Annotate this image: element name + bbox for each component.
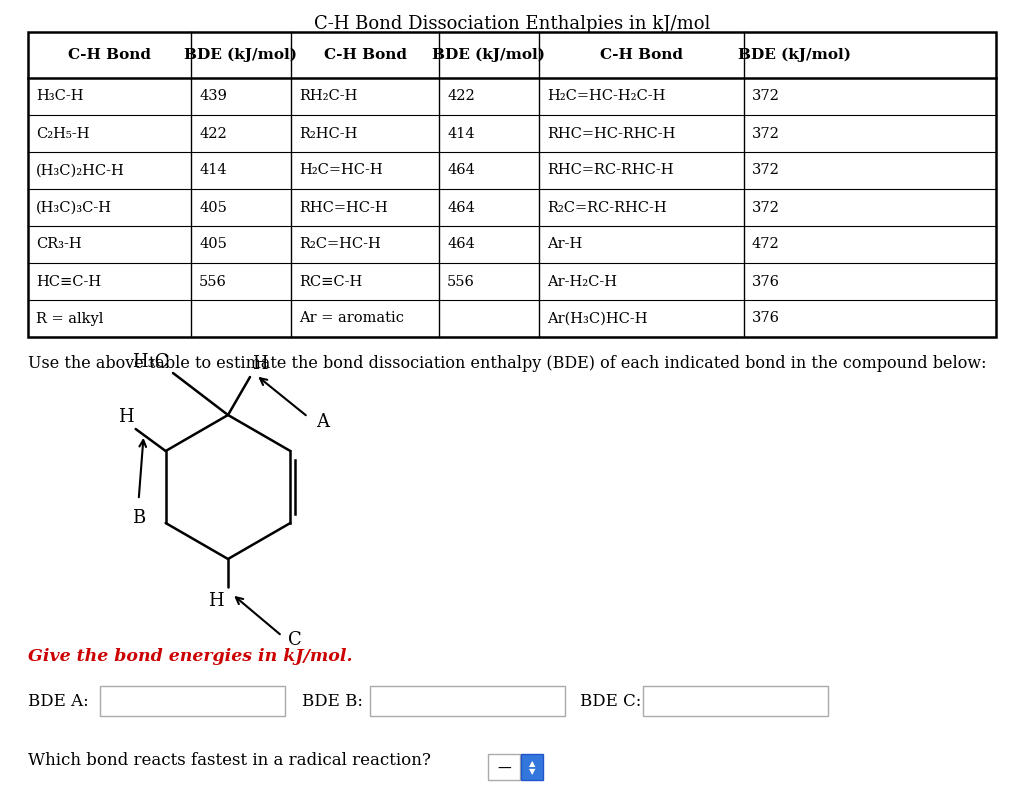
- Text: C₂H₅-H: C₂H₅-H: [36, 126, 89, 140]
- Bar: [643, 686, 828, 716]
- Text: 464: 464: [447, 237, 475, 251]
- Text: RHC=RC-RHC-H: RHC=RC-RHC-H: [547, 164, 674, 177]
- Text: 464: 464: [447, 164, 475, 177]
- Text: 439: 439: [199, 89, 227, 104]
- Text: Give the bond energies in kJ/mol.: Give the bond energies in kJ/mol.: [28, 648, 352, 665]
- Text: Ar = aromatic: Ar = aromatic: [299, 312, 404, 326]
- Text: C: C: [288, 631, 302, 649]
- Text: —: —: [497, 762, 511, 776]
- Text: HC≡C-H: HC≡C-H: [36, 275, 101, 288]
- Text: H₃C: H₃C: [132, 353, 169, 371]
- Text: BDE (kJ/mol): BDE (kJ/mol): [737, 48, 851, 62]
- Text: 405: 405: [199, 201, 227, 215]
- Text: H₂C=HC-H₂C-H: H₂C=HC-H₂C-H: [547, 89, 666, 104]
- Text: 464: 464: [447, 201, 475, 215]
- Text: BDE A:: BDE A:: [28, 693, 89, 710]
- Text: BDE (kJ/mol): BDE (kJ/mol): [432, 48, 546, 62]
- Text: B: B: [132, 509, 145, 527]
- Text: 376: 376: [752, 275, 780, 288]
- Text: C-H Bond: C-H Bond: [600, 48, 683, 62]
- Text: (H₃C)₃C-H: (H₃C)₃C-H: [36, 201, 112, 215]
- Text: 372: 372: [752, 201, 780, 215]
- Text: RC≡C-H: RC≡C-H: [299, 275, 362, 288]
- Text: H₂C=HC-H: H₂C=HC-H: [299, 164, 383, 177]
- Text: 472: 472: [752, 237, 779, 251]
- Text: RH₂C-H: RH₂C-H: [299, 89, 357, 104]
- Bar: [521, 754, 543, 780]
- Text: H: H: [252, 355, 267, 373]
- Text: 414: 414: [199, 164, 226, 177]
- Text: Ar-H: Ar-H: [547, 237, 583, 251]
- Text: CR₃-H: CR₃-H: [36, 237, 82, 251]
- Text: H: H: [208, 592, 224, 610]
- Text: BDE (kJ/mol): BDE (kJ/mol): [184, 48, 298, 62]
- Text: Use the above table to estimate the bond dissociation enthalpy (BDE) of each ind: Use the above table to estimate the bond…: [28, 355, 986, 372]
- Text: 372: 372: [752, 89, 780, 104]
- Text: BDE C:: BDE C:: [580, 693, 641, 710]
- Text: (H₃C)₂HC-H: (H₃C)₂HC-H: [36, 164, 125, 177]
- Text: Ar-H₂C-H: Ar-H₂C-H: [547, 275, 617, 288]
- Bar: [370, 686, 565, 716]
- Text: ▼: ▼: [528, 768, 536, 777]
- Text: C-H Bond Dissociation Enthalpies in kJ/mol: C-H Bond Dissociation Enthalpies in kJ/m…: [313, 15, 711, 33]
- Bar: [100, 686, 285, 716]
- Text: R = alkyl: R = alkyl: [36, 312, 103, 326]
- Text: 556: 556: [199, 275, 227, 288]
- Text: 414: 414: [447, 126, 475, 140]
- Text: 556: 556: [447, 275, 475, 288]
- Text: ▲: ▲: [528, 760, 536, 769]
- Text: C-H Bond: C-H Bond: [68, 48, 151, 62]
- Text: Which bond reacts fastest in a radical reaction?: Which bond reacts fastest in a radical r…: [28, 752, 431, 769]
- Text: R₂HC-H: R₂HC-H: [299, 126, 357, 140]
- Text: C-H Bond: C-H Bond: [324, 48, 407, 62]
- Text: A: A: [316, 413, 329, 431]
- Text: H₃C-H: H₃C-H: [36, 89, 84, 104]
- Text: H: H: [118, 408, 134, 426]
- Text: R₂C=RC-RHC-H: R₂C=RC-RHC-H: [547, 201, 667, 215]
- Text: 376: 376: [752, 312, 780, 326]
- Text: 422: 422: [447, 89, 475, 104]
- Text: 422: 422: [199, 126, 226, 140]
- Text: 372: 372: [752, 126, 780, 140]
- Bar: [488, 754, 520, 780]
- Bar: [28, 32, 996, 337]
- Text: Ar(H₃C)HC-H: Ar(H₃C)HC-H: [547, 312, 647, 326]
- Text: 372: 372: [752, 164, 780, 177]
- Text: RHC=HC-H: RHC=HC-H: [299, 201, 388, 215]
- Text: RHC=HC-RHC-H: RHC=HC-RHC-H: [547, 126, 676, 140]
- Text: R₂C=HC-H: R₂C=HC-H: [299, 237, 381, 251]
- Text: BDE B:: BDE B:: [302, 693, 362, 710]
- Text: 405: 405: [199, 237, 227, 251]
